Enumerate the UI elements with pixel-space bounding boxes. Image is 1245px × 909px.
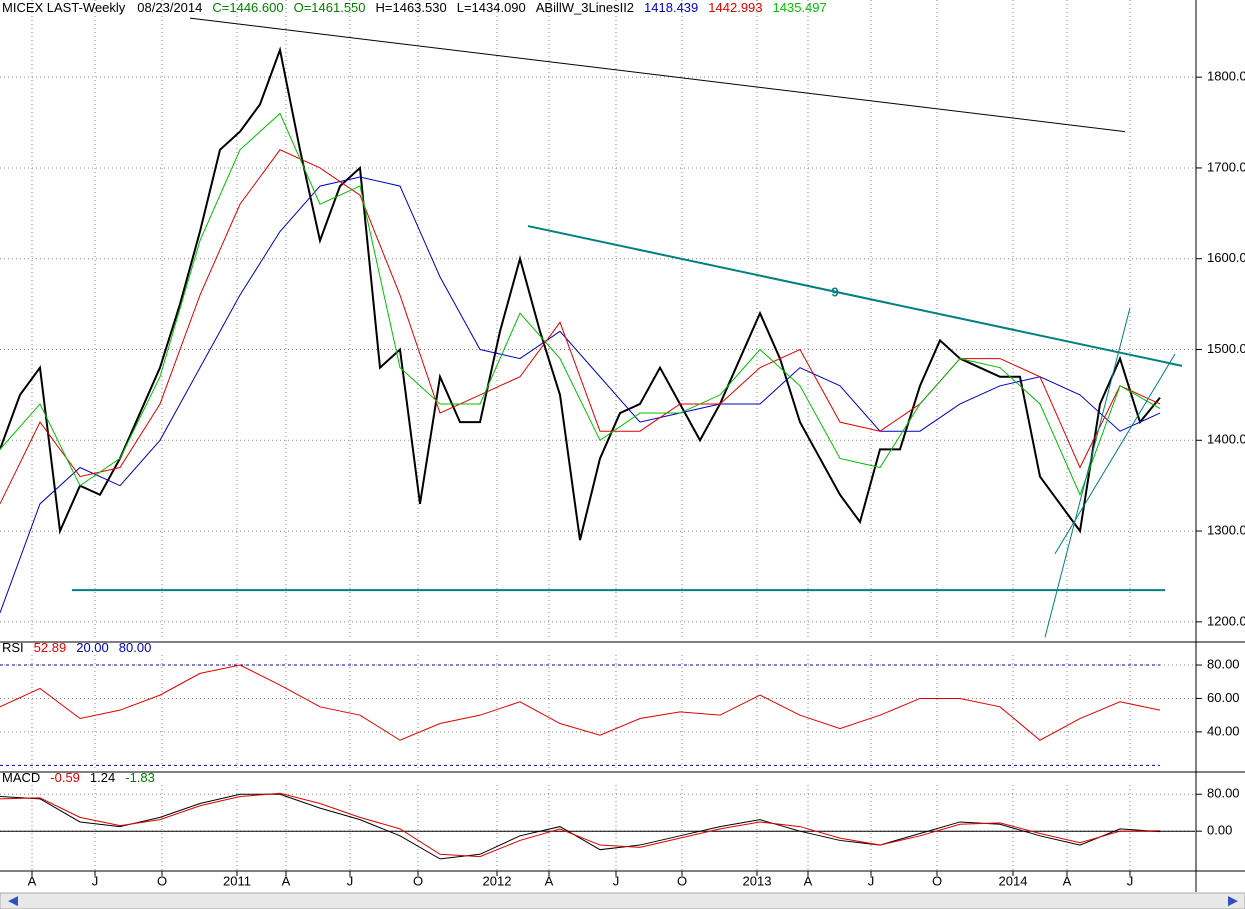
y-tick-label: 60.00 (1207, 690, 1240, 705)
x-tick-label: J (613, 873, 620, 888)
scroll-right[interactable]: ▶ (1228, 892, 1238, 907)
series-line (0, 112, 1161, 497)
x-tick-label: O (677, 873, 687, 888)
scrollbar[interactable] (0, 892, 1245, 909)
trendline (1044, 307, 1131, 638)
x-tick-label: J (347, 873, 354, 888)
header-text: 20.00 (76, 640, 109, 655)
trendline (1054, 353, 1176, 555)
header-text: -0.59 (50, 770, 80, 785)
y-tick-label: 1500.00 (1207, 341, 1245, 356)
x-tick-label: O (932, 873, 942, 888)
header-text: O=1461.550 (294, 0, 366, 15)
y-tick-label: 1200.00 (1207, 613, 1245, 628)
panel-header: RSI 52.89 20.00 80.00 (2, 640, 151, 655)
x-tick-label: O (157, 873, 167, 888)
x-tick-label: 2014 (999, 873, 1028, 888)
x-tick-label: A (282, 873, 291, 888)
x-tick-label: J (92, 873, 99, 888)
series-line (0, 176, 1161, 613)
x-tick-label: J (868, 873, 875, 888)
header-text: C=1446.600 (212, 0, 283, 15)
x-tick-label: A (545, 873, 554, 888)
header-text: 52.89 (34, 640, 67, 655)
y-tick-label: 1700.00 (1207, 159, 1245, 174)
y-tick-label: 1600.00 (1207, 250, 1245, 265)
y-tick-label: 80.00 (1207, 656, 1240, 671)
header-text: MACD (2, 770, 40, 785)
x-tick-label: A (28, 873, 37, 888)
series-line (0, 793, 1161, 860)
series-line (0, 149, 1161, 505)
x-tick-label: 2011 (223, 873, 251, 888)
x-tick-label: 2012 (483, 873, 512, 888)
series-line (0, 792, 1161, 858)
y-tick-label: 1800.00 (1207, 69, 1245, 84)
header-text: 08/23/2014 (137, 0, 202, 15)
header-text: RSI (2, 640, 24, 655)
series-line (0, 664, 1161, 741)
trendline (189, 17, 1126, 133)
x-tick-label: O (413, 873, 423, 888)
y-tick-label: 80.00 (1207, 786, 1240, 801)
panel-header: MICEX LAST-Weekly 08/23/2014 C=1446.600 O=1… (2, 0, 827, 15)
x-tick-label: A (1063, 873, 1072, 888)
x-tick-label: A (804, 873, 813, 888)
y-tick-label: 0.00 (1207, 823, 1232, 838)
trendline (527, 225, 1183, 367)
header-text: -1.83 (125, 770, 155, 785)
scroll-left[interactable]: ◀ (8, 892, 18, 907)
y-tick-label: 1300.00 (1207, 523, 1245, 538)
header-text: L=1434.090 (457, 0, 526, 15)
panel-header: MACD -0.59 1.24 -1.83 (2, 770, 155, 785)
header-text: 1442.993 (708, 0, 762, 15)
annotation: 9 (831, 285, 838, 300)
x-tick-label: 2013 (743, 873, 772, 888)
header-text: 1.24 (90, 770, 115, 785)
header-text: 1435.497 (773, 0, 827, 15)
series-line (0, 46, 1161, 541)
header-text: 80.00 (119, 640, 152, 655)
header-text: ABillW_3LinesII2 (536, 0, 634, 15)
header-text: 1418.439 (644, 0, 698, 15)
header-text: MICEX LAST-Weekly (2, 0, 126, 15)
x-tick-label: J (1127, 873, 1134, 888)
header-text: H=1463.530 (376, 0, 447, 15)
y-tick-label: 1400.00 (1207, 432, 1245, 447)
y-tick-label: 40.00 (1207, 723, 1240, 738)
